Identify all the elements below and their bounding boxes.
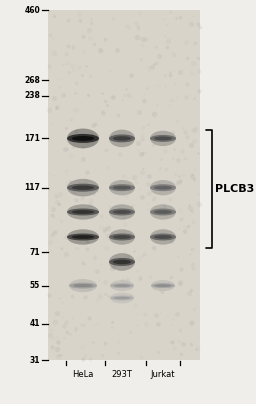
Ellipse shape bbox=[110, 295, 134, 301]
Ellipse shape bbox=[151, 280, 175, 291]
Ellipse shape bbox=[154, 186, 172, 189]
Text: Jurkat: Jurkat bbox=[151, 370, 175, 379]
Ellipse shape bbox=[150, 180, 176, 196]
Ellipse shape bbox=[67, 204, 99, 220]
Ellipse shape bbox=[72, 136, 94, 141]
Text: 31: 31 bbox=[29, 356, 40, 364]
Ellipse shape bbox=[155, 284, 172, 287]
Text: 71: 71 bbox=[29, 248, 40, 257]
Ellipse shape bbox=[113, 260, 131, 264]
Ellipse shape bbox=[150, 208, 176, 215]
Ellipse shape bbox=[114, 297, 130, 299]
Ellipse shape bbox=[109, 234, 135, 240]
Text: HeLa: HeLa bbox=[72, 370, 94, 379]
Bar bbox=[48, 10, 200, 360]
Ellipse shape bbox=[151, 283, 175, 288]
Ellipse shape bbox=[109, 184, 135, 191]
Text: 117: 117 bbox=[24, 183, 40, 192]
Text: 460: 460 bbox=[24, 6, 40, 15]
Text: 41: 41 bbox=[29, 319, 40, 328]
Ellipse shape bbox=[109, 208, 135, 215]
Ellipse shape bbox=[150, 131, 176, 146]
Ellipse shape bbox=[113, 136, 131, 141]
Ellipse shape bbox=[69, 279, 97, 292]
Ellipse shape bbox=[154, 235, 172, 239]
Ellipse shape bbox=[110, 292, 134, 303]
Ellipse shape bbox=[150, 135, 176, 142]
Ellipse shape bbox=[73, 284, 93, 287]
Ellipse shape bbox=[67, 184, 99, 191]
Ellipse shape bbox=[67, 208, 99, 215]
Text: PLCB3: PLCB3 bbox=[215, 184, 254, 194]
Ellipse shape bbox=[110, 280, 134, 291]
Text: 293T: 293T bbox=[112, 370, 132, 379]
Ellipse shape bbox=[67, 128, 99, 148]
Ellipse shape bbox=[154, 210, 172, 214]
Text: 268: 268 bbox=[24, 76, 40, 84]
Ellipse shape bbox=[67, 179, 99, 196]
Ellipse shape bbox=[109, 204, 135, 220]
Text: kDa: kDa bbox=[34, 0, 52, 2]
Ellipse shape bbox=[72, 210, 94, 214]
Text: 171: 171 bbox=[24, 134, 40, 143]
Ellipse shape bbox=[150, 184, 176, 191]
Ellipse shape bbox=[109, 135, 135, 143]
Ellipse shape bbox=[109, 258, 135, 266]
Ellipse shape bbox=[72, 235, 94, 239]
Text: 238: 238 bbox=[24, 91, 40, 100]
Ellipse shape bbox=[67, 229, 99, 245]
Ellipse shape bbox=[67, 234, 99, 240]
Ellipse shape bbox=[109, 130, 135, 147]
Ellipse shape bbox=[110, 283, 134, 288]
Ellipse shape bbox=[154, 137, 172, 140]
Ellipse shape bbox=[67, 134, 99, 143]
Ellipse shape bbox=[109, 253, 135, 271]
Text: 55: 55 bbox=[30, 281, 40, 290]
Ellipse shape bbox=[109, 180, 135, 196]
Ellipse shape bbox=[72, 185, 94, 190]
Ellipse shape bbox=[113, 210, 131, 214]
Ellipse shape bbox=[69, 283, 97, 288]
Ellipse shape bbox=[113, 186, 131, 189]
Ellipse shape bbox=[109, 229, 135, 245]
Ellipse shape bbox=[150, 204, 176, 220]
Ellipse shape bbox=[113, 235, 131, 239]
Ellipse shape bbox=[150, 229, 176, 245]
Ellipse shape bbox=[114, 284, 130, 287]
Ellipse shape bbox=[150, 234, 176, 240]
